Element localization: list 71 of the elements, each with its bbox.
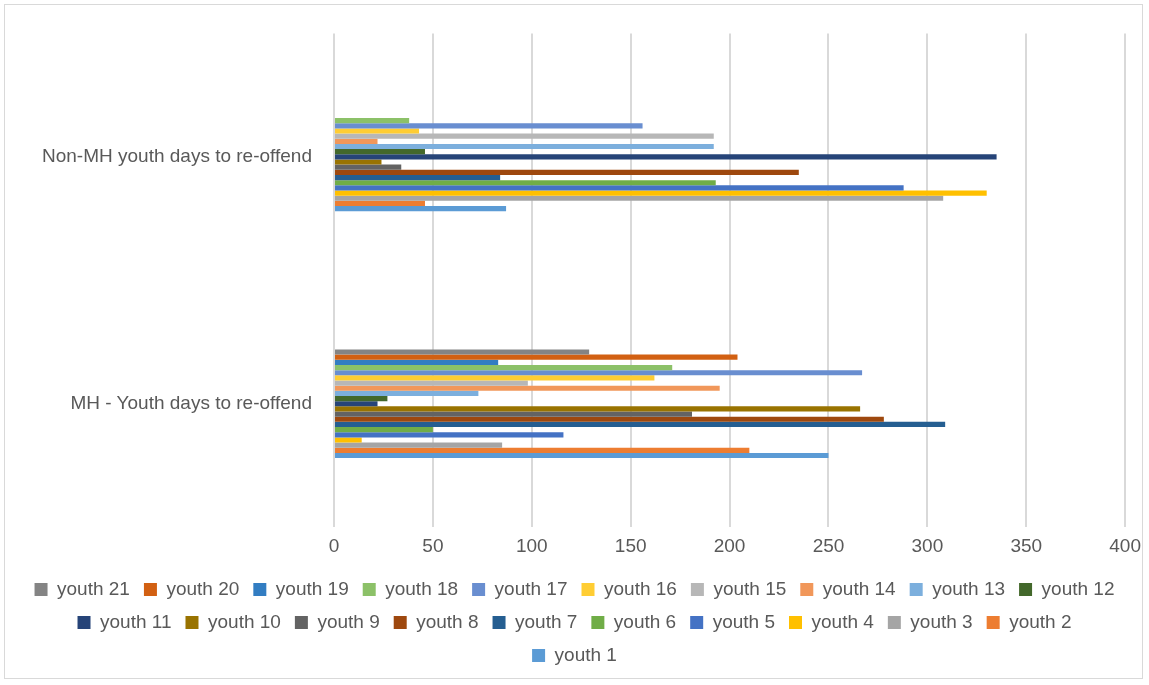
legend-label: youth 16	[604, 577, 677, 599]
bar	[335, 180, 716, 186]
bar	[335, 406, 861, 412]
bar	[335, 416, 884, 422]
bar	[335, 154, 997, 160]
y-tick-label: Non-MH youth days to re-offend	[41, 145, 313, 167]
x-tick-label: 150	[614, 534, 647, 556]
bar	[335, 380, 528, 386]
legend-label: youth 13	[932, 577, 1006, 599]
legend-label: youth 11	[100, 610, 172, 632]
legend-label: youth 8	[416, 610, 479, 632]
bar	[335, 190, 987, 196]
legend-label: youth 14	[822, 577, 897, 599]
legend-label: youth 17	[494, 577, 568, 599]
x-tick-label: 250	[812, 534, 845, 556]
bar	[335, 354, 738, 360]
bar	[335, 427, 433, 433]
bar	[335, 390, 479, 396]
bar	[335, 359, 499, 365]
bar	[335, 411, 692, 417]
legend-label: youth 15	[713, 577, 787, 599]
bar	[335, 385, 720, 391]
bar	[335, 164, 402, 170]
bar	[335, 174, 501, 181]
legend-label: youth 6	[613, 610, 677, 632]
bar	[335, 349, 590, 355]
bar	[335, 432, 564, 438]
legend-label: youth 2	[1009, 610, 1072, 632]
x-tick-label: 300	[911, 534, 944, 556]
bar	[335, 133, 714, 139]
bar	[335, 401, 378, 407]
legend-label: youth 10	[207, 610, 281, 632]
bar	[335, 195, 944, 201]
legend-label: youth 5	[712, 610, 776, 632]
bar	[335, 123, 643, 129]
legend-label: youth 4	[811, 610, 875, 632]
bar	[335, 442, 503, 448]
legend-label: youth 20	[166, 577, 240, 599]
legend-label: youth 21	[57, 577, 130, 599]
x-tick-label: 350	[1010, 534, 1043, 556]
x-tick-label: 200	[713, 534, 746, 556]
bar	[335, 200, 425, 206]
bar	[335, 149, 425, 155]
x-tick-label: 50	[422, 534, 444, 556]
y-tick-label: MH - Youth days to re-offend	[70, 391, 313, 413]
bar	[335, 159, 382, 165]
bar	[335, 206, 507, 212]
bar	[335, 375, 655, 381]
bar	[335, 437, 362, 443]
bar	[335, 452, 829, 459]
legend-label: youth 12	[1041, 577, 1115, 599]
bar	[335, 395, 388, 402]
legend-label: youth 9	[317, 610, 380, 632]
legend-label: youth 1	[554, 643, 617, 665]
legend-label: youth 18	[385, 577, 459, 599]
legend-label: youth 3	[910, 610, 973, 632]
bar	[335, 370, 863, 376]
x-tick-label: 100	[515, 534, 548, 556]
bar	[335, 421, 946, 428]
bar	[335, 364, 673, 371]
bar	[335, 447, 750, 453]
legend-label: youth 19	[275, 577, 349, 599]
bar	[335, 185, 904, 191]
bar	[335, 138, 378, 144]
bar	[335, 143, 714, 150]
bar	[335, 118, 410, 124]
bar	[335, 128, 420, 134]
legend-label: youth 7	[515, 610, 578, 632]
x-tick-label: 0	[328, 534, 340, 556]
bar	[335, 169, 799, 175]
x-tick-label: 400	[1109, 534, 1141, 556]
